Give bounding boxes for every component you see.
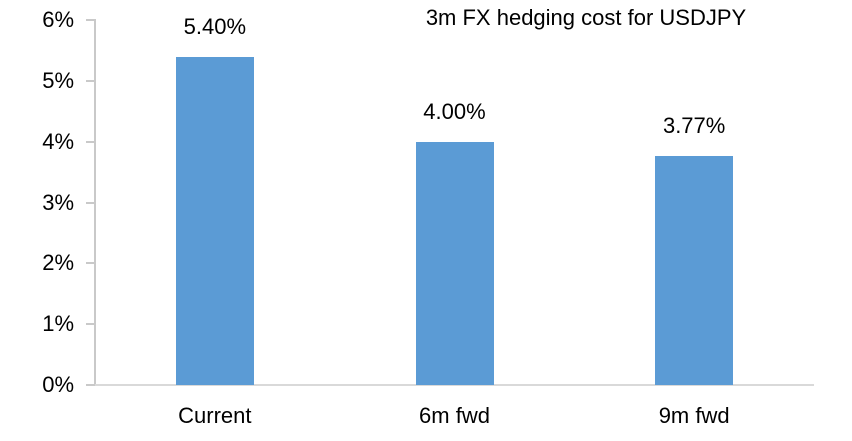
x-axis-line xyxy=(95,384,814,386)
y-axis-tick-label: 4% xyxy=(42,128,74,154)
y-axis-tick xyxy=(86,262,95,265)
bar-value-label: 5.40% xyxy=(183,13,247,39)
y-axis-tick xyxy=(86,384,95,386)
y-axis-tick-label: 3% xyxy=(42,189,74,215)
y-axis-tick xyxy=(86,201,95,204)
y-axis-tick-label: 0% xyxy=(42,372,74,397)
y-axis-tick-label: 2% xyxy=(42,250,74,276)
category-label: Current xyxy=(178,403,252,428)
y-axis-tick xyxy=(86,140,95,143)
category-label: 6m fwd xyxy=(419,403,490,428)
y-axis-tick-label: 5% xyxy=(42,67,74,93)
y-axis-tick xyxy=(86,323,95,326)
category-label: 9m fwd xyxy=(658,403,730,428)
bar-6m-fwd xyxy=(415,141,494,385)
chart-title: 3m FX hedging cost for USDJPY xyxy=(425,5,747,30)
bar-9m-fwd xyxy=(655,155,734,385)
bar-value-label: 3.77% xyxy=(662,112,726,138)
y-axis-tick xyxy=(86,79,95,82)
bar-value-label: 4.00% xyxy=(423,98,486,124)
y-axis-line xyxy=(94,19,96,386)
y-axis-tick xyxy=(86,19,95,21)
y-axis-tick-label: 6% xyxy=(42,7,74,32)
bar-current xyxy=(175,56,254,385)
y-axis-tick-label: 1% xyxy=(42,311,74,337)
